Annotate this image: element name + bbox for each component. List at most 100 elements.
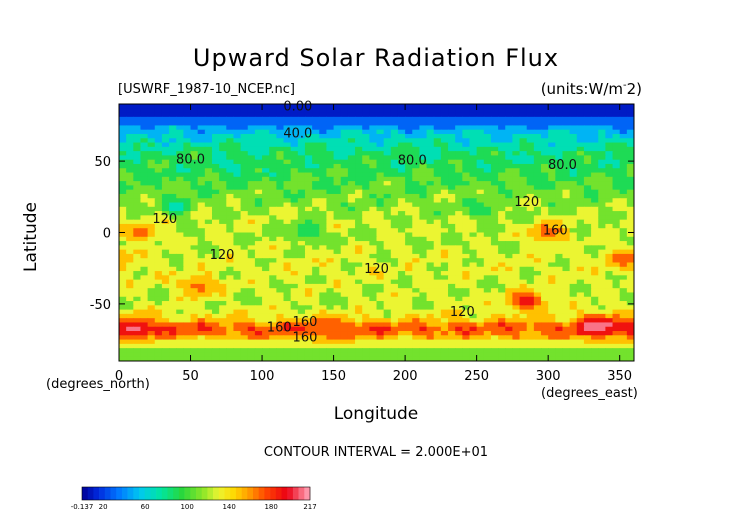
field-cell — [183, 343, 192, 349]
field-cell — [204, 266, 213, 272]
field-cell — [204, 138, 213, 144]
field-cell — [476, 309, 485, 315]
field-cell — [211, 155, 220, 161]
field-cell — [576, 129, 585, 135]
field-cell — [290, 236, 299, 242]
field-cell — [304, 142, 313, 148]
field-cell — [283, 133, 292, 139]
field-cell — [562, 121, 571, 127]
field-cell — [440, 266, 449, 272]
field-cell — [262, 271, 270, 276]
field-cell — [405, 155, 413, 161]
field-cell — [197, 283, 206, 289]
field-cell — [355, 215, 363, 221]
field-cell — [140, 356, 149, 361]
field-cell — [333, 339, 342, 345]
field-cell — [626, 245, 634, 251]
field-cell — [369, 305, 378, 311]
field-cell — [555, 104, 564, 109]
field-cell — [541, 181, 549, 186]
field-cell — [405, 249, 413, 255]
field-cell — [319, 219, 328, 225]
field-cell — [426, 185, 435, 191]
field-cell — [340, 313, 349, 319]
field-cell — [476, 318, 485, 324]
field-cell — [555, 262, 564, 268]
field-cell — [290, 266, 299, 272]
field-cell — [333, 181, 342, 186]
field-cell — [440, 253, 449, 259]
field-cell — [448, 253, 456, 259]
field-cell — [312, 249, 320, 255]
field-cell — [119, 262, 127, 268]
field-cell — [233, 348, 242, 354]
field-cell — [347, 185, 356, 191]
field-cell — [405, 121, 413, 127]
field-cell — [448, 223, 456, 229]
field-cell — [133, 138, 142, 144]
field-cell — [583, 309, 592, 315]
field-cell — [469, 104, 478, 109]
field-cell — [197, 185, 206, 191]
field-cell — [397, 163, 406, 169]
field-cell — [290, 245, 299, 251]
field-cell — [397, 283, 406, 289]
field-cell — [233, 326, 242, 332]
field-cell — [140, 215, 149, 221]
field-cell — [276, 262, 285, 268]
field-cell — [476, 129, 485, 135]
field-cell — [211, 163, 220, 169]
field-cell — [433, 168, 442, 174]
field-cell — [204, 305, 213, 311]
field-cell — [169, 112, 177, 118]
field-cell — [190, 206, 199, 212]
field-cell — [233, 356, 242, 361]
field-cell — [519, 318, 528, 324]
field-cell — [533, 159, 542, 165]
field-cell — [505, 206, 514, 212]
field-cell — [176, 189, 184, 195]
field-cell — [576, 339, 585, 345]
field-cell — [369, 116, 378, 122]
field-cell — [591, 292, 599, 298]
field-cell — [204, 185, 213, 191]
field-cell — [319, 313, 328, 319]
field-cell — [319, 232, 328, 238]
field-cell — [376, 159, 385, 165]
field-cell — [397, 356, 406, 361]
field-cell — [376, 288, 385, 294]
field-cell — [526, 292, 535, 298]
field-cell — [498, 185, 506, 191]
field-cell — [548, 249, 556, 255]
field-cell — [312, 245, 320, 251]
field-cell — [312, 313, 320, 319]
field-cell — [333, 206, 342, 212]
field-cell — [412, 279, 421, 285]
field-cell — [204, 301, 213, 306]
field-cell — [233, 168, 242, 174]
field-cell — [397, 142, 406, 148]
field-cell — [541, 116, 549, 122]
field-cell — [283, 326, 292, 332]
field-cell — [505, 253, 514, 259]
field-cell — [362, 266, 370, 272]
field-cell — [598, 279, 606, 285]
field-cell — [297, 288, 306, 294]
field-cell — [476, 116, 485, 122]
field-cell — [490, 322, 499, 328]
field-cell — [612, 159, 621, 165]
field-cell — [440, 176, 449, 182]
field-cell — [419, 189, 428, 195]
field-cell — [405, 318, 413, 324]
field-cell — [190, 292, 199, 298]
field-cell — [412, 185, 421, 191]
field-cell — [262, 241, 270, 246]
field-cell — [240, 185, 249, 191]
field-cell — [576, 172, 585, 178]
field-cell — [276, 112, 285, 118]
field-cell — [426, 301, 435, 306]
field-cell — [505, 348, 514, 354]
field-cell — [533, 116, 542, 122]
field-cell — [383, 121, 392, 127]
field-cell — [233, 335, 242, 341]
